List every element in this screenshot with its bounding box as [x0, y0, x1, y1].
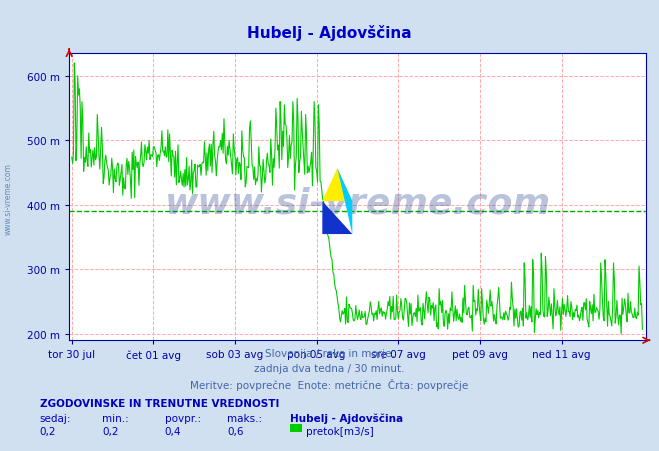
- Text: ZGODOVINSKE IN TRENUTNE VREDNOSTI: ZGODOVINSKE IN TRENUTNE VREDNOSTI: [40, 398, 279, 408]
- Polygon shape: [322, 169, 353, 202]
- Text: povpr.:: povpr.:: [165, 413, 201, 423]
- Text: Hubelj - Ajdovščina: Hubelj - Ajdovščina: [290, 413, 403, 423]
- Text: Meritve: povprečne  Enote: metrične  Črta: povprečje: Meritve: povprečne Enote: metrične Črta:…: [190, 378, 469, 390]
- Polygon shape: [337, 169, 353, 235]
- Text: 0,2: 0,2: [102, 426, 119, 436]
- Text: sedaj:: sedaj:: [40, 413, 71, 423]
- Text: min.:: min.:: [102, 413, 129, 423]
- Text: maks.:: maks.:: [227, 413, 262, 423]
- Text: 0,6: 0,6: [227, 426, 244, 436]
- Text: 0,2: 0,2: [40, 426, 56, 436]
- Text: zadnja dva tedna / 30 minut.: zadnja dva tedna / 30 minut.: [254, 363, 405, 373]
- Text: Hubelj - Ajdovščina: Hubelj - Ajdovščina: [247, 25, 412, 41]
- Text: Slovenija / reke in morje.: Slovenija / reke in morje.: [264, 348, 395, 358]
- Text: www.si-vreme.com: www.si-vreme.com: [165, 186, 550, 220]
- Text: pretok[m3/s]: pretok[m3/s]: [306, 426, 374, 436]
- Text: www.si-vreme.com: www.si-vreme.com: [3, 162, 13, 235]
- Polygon shape: [322, 202, 353, 235]
- Text: 0,4: 0,4: [165, 426, 181, 436]
